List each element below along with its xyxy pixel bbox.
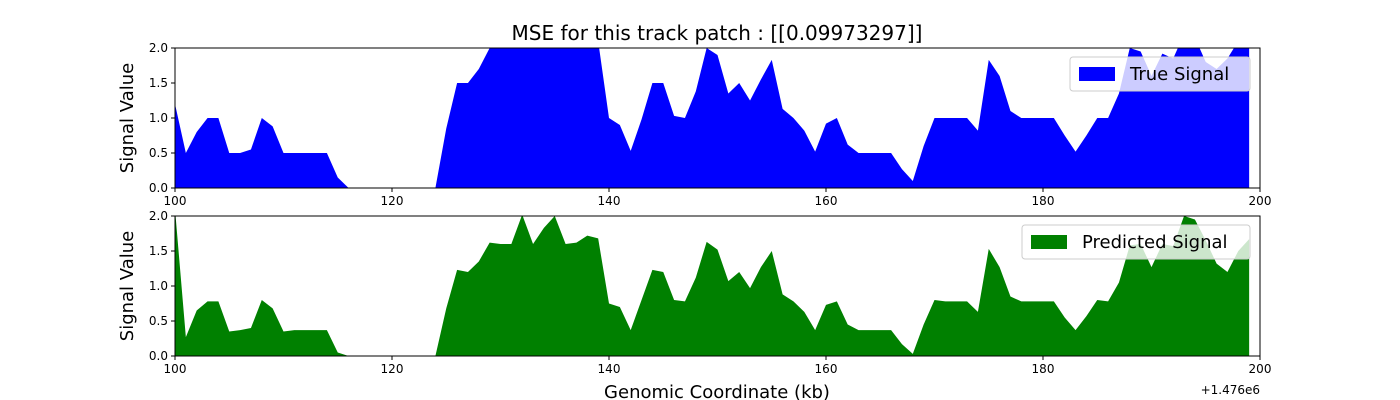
y-axis-label: Signal Value — [117, 63, 138, 173]
x-axis-label: Genomic Coordinate (kb) — [604, 382, 830, 400]
x-tick-label: 120 — [381, 362, 404, 376]
y-tick-label: 1.0 — [149, 111, 168, 125]
y-tick-label: 0.0 — [149, 181, 168, 195]
true-signal-axes: 100 120 140 160 180 200 0.0 0.5 1.0 1.5 2.0 Signal … — [117, 41, 1272, 208]
x-tick-label: 140 — [598, 194, 621, 208]
x-tick-label: 140 — [598, 362, 621, 376]
legend: Predicted Signal — [1021, 224, 1251, 260]
y-tick-label: 2.0 — [149, 41, 168, 55]
x-tick-label: 160 — [815, 194, 838, 208]
legend-label: True Signal — [1129, 64, 1229, 85]
x-tick-label: 160 — [815, 362, 838, 376]
x-tick-label: 200 — [1249, 362, 1272, 376]
y-tick-label: 0.5 — [149, 314, 168, 328]
legend-label: Predicted Signal — [1082, 232, 1228, 253]
series-area-predicted-signal — [175, 216, 1250, 356]
series-area-true-signal — [175, 48, 1250, 188]
x-offset-label: +1.476e6 — [1201, 383, 1260, 397]
x-tick-label: 100 — [164, 194, 187, 208]
y-axis-label: Signal Value — [117, 231, 138, 341]
y-tick-label: 1.5 — [149, 244, 168, 258]
y-tick-label: 2.0 — [149, 209, 168, 223]
x-tick-label: 180 — [1032, 362, 1055, 376]
y-tick-label: 1.5 — [149, 76, 168, 90]
x-tick-label: 100 — [164, 362, 187, 376]
y-tick-label: 1.0 — [149, 279, 168, 293]
x-tick-label: 200 — [1249, 194, 1272, 208]
legend: True Signal — [1069, 56, 1251, 92]
figure-title: MSE for this track patch : [[0.09973297]… — [512, 21, 923, 45]
x-tick-label: 180 — [1032, 194, 1055, 208]
legend-swatch — [1031, 235, 1067, 249]
predicted-signal-axes: 100 120 140 160 180 200 0.0 0.5 1.0 1.5 2.0 Signal … — [117, 209, 1271, 376]
x-tick-label: 120 — [381, 194, 404, 208]
y-tick-label: 0.5 — [149, 146, 168, 160]
y-tick-label: 0.0 — [149, 349, 168, 363]
legend-swatch — [1079, 67, 1115, 81]
